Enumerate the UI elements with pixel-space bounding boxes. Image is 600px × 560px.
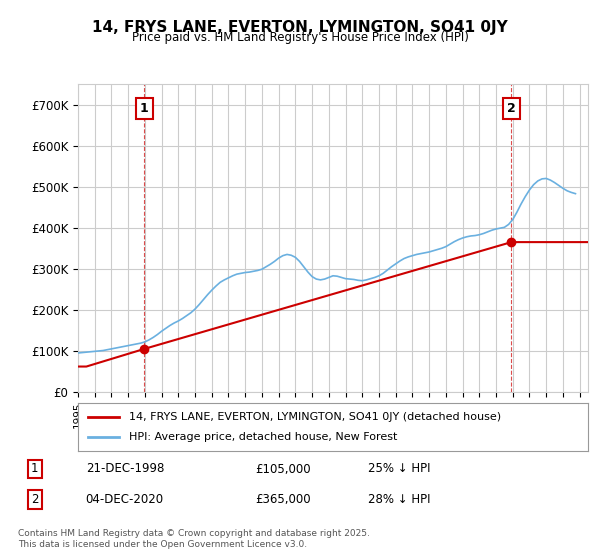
Text: 1: 1 bbox=[31, 463, 38, 475]
Text: 28% ↓ HPI: 28% ↓ HPI bbox=[368, 493, 430, 506]
Text: 2: 2 bbox=[31, 493, 38, 506]
Text: £105,000: £105,000 bbox=[255, 463, 311, 475]
Text: 14, FRYS LANE, EVERTON, LYMINGTON, SO41 0JY (detached house): 14, FRYS LANE, EVERTON, LYMINGTON, SO41 … bbox=[129, 412, 501, 422]
Text: £365,000: £365,000 bbox=[255, 493, 311, 506]
Text: HPI: Average price, detached house, New Forest: HPI: Average price, detached house, New … bbox=[129, 432, 397, 442]
Text: 2: 2 bbox=[507, 102, 516, 115]
Text: 14, FRYS LANE, EVERTON, LYMINGTON, SO41 0JY: 14, FRYS LANE, EVERTON, LYMINGTON, SO41 … bbox=[92, 20, 508, 35]
Text: 25% ↓ HPI: 25% ↓ HPI bbox=[368, 463, 430, 475]
Text: Price paid vs. HM Land Registry's House Price Index (HPI): Price paid vs. HM Land Registry's House … bbox=[131, 31, 469, 44]
Text: 04-DEC-2020: 04-DEC-2020 bbox=[86, 493, 164, 506]
Text: 21-DEC-1998: 21-DEC-1998 bbox=[86, 463, 164, 475]
Text: 1: 1 bbox=[140, 102, 149, 115]
Text: Contains HM Land Registry data © Crown copyright and database right 2025.
This d: Contains HM Land Registry data © Crown c… bbox=[18, 529, 370, 549]
